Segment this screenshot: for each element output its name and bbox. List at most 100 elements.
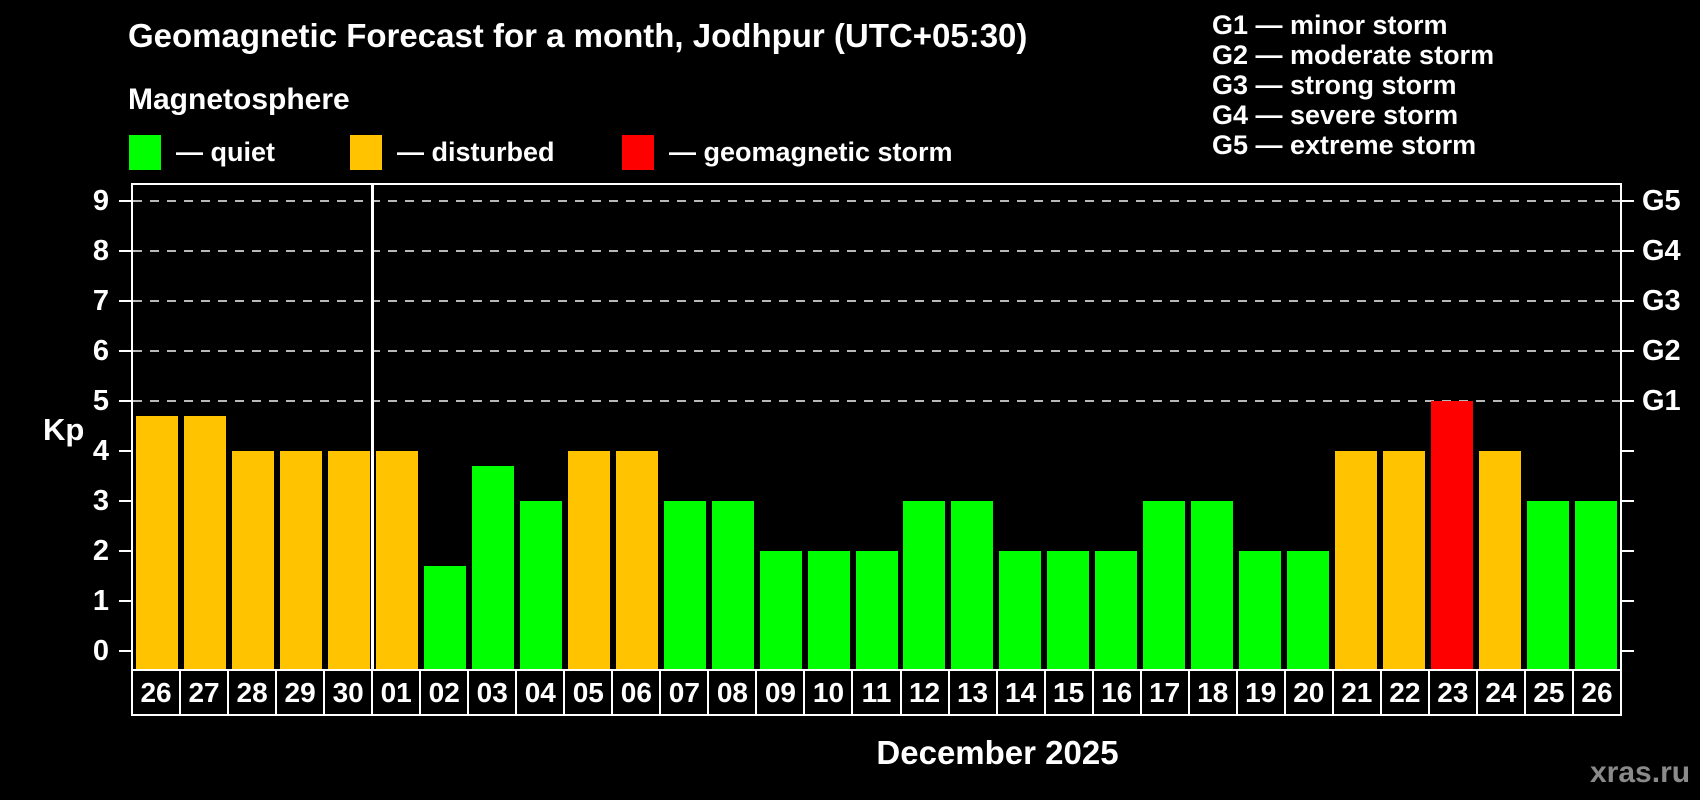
y-axis-label-kp: Kp — [43, 412, 85, 447]
legend-item-quiet: — quiet — [129, 134, 275, 170]
day-label-cell: 16 — [1091, 669, 1142, 716]
legend-swatch-storm-icon — [622, 134, 654, 170]
bar-day-11 — [855, 551, 898, 669]
day-label-cell: 17 — [1139, 669, 1190, 716]
y-axis-tick-right — [1622, 250, 1634, 252]
gridline-kp-6 — [133, 350, 1620, 352]
storm-scale-legend-line: G2 — moderate storm — [1212, 40, 1495, 70]
day-label-cell: 09 — [755, 669, 806, 716]
bar-day-29 — [279, 451, 322, 669]
day-label-cell: 01 — [371, 669, 422, 716]
day-label-cell: 13 — [947, 669, 998, 716]
gridline-kp-9 — [133, 200, 1620, 202]
bar-day-02 — [423, 566, 466, 669]
bar-day-30 — [327, 451, 370, 669]
y-axis-tick-left — [119, 250, 131, 252]
right-axis-label-g3: G3 — [1642, 285, 1681, 317]
y-axis-tick-right — [1622, 600, 1634, 602]
storm-scale-legend-line: G5 — extreme storm — [1212, 130, 1477, 160]
y-axis-tick-label: 6 — [92, 335, 109, 367]
day-label-cell: 22 — [1379, 669, 1430, 716]
y-axis-tick-right — [1622, 400, 1634, 402]
storm-scale-legend: G1 — minor storm G2 — moderate storm G3 — … — [1212, 10, 1494, 160]
bar-day-13 — [951, 501, 994, 669]
legend-item-label: — disturbed — [397, 136, 555, 167]
bar-day-04 — [519, 501, 562, 669]
day-label-cell: 05 — [563, 669, 614, 716]
y-axis-tick-right — [1622, 550, 1634, 552]
bar-day-25 — [1527, 501, 1570, 669]
y-axis-tick-label: 1 — [92, 585, 109, 617]
day-label-cell: 24 — [1475, 669, 1526, 716]
day-label-cell: 15 — [1043, 669, 1094, 716]
month-separator-line — [371, 185, 375, 669]
day-label-cell: 28 — [227, 669, 278, 716]
bar-day-17 — [1143, 501, 1186, 669]
gridline-kp-5 — [133, 400, 1620, 402]
y-axis-tick-left — [119, 600, 131, 602]
y-axis-tick-left — [119, 200, 131, 202]
chart-title: Geomagnetic Forecast for a month, Jodhpu… — [128, 17, 1028, 54]
legend-item-disturbed: — disturbed — [350, 134, 555, 170]
storm-scale-legend-line: G1 — minor storm — [1212, 10, 1448, 40]
y-axis-tick-right — [1622, 500, 1634, 502]
bar-day-27 — [183, 416, 226, 669]
day-label-cell: 10 — [803, 669, 854, 716]
plot-area — [131, 183, 1622, 669]
bar-day-19 — [1239, 551, 1282, 669]
day-label-cell: 26 — [131, 669, 182, 716]
x-axis-day-labels: 26 27 28 29 30 01 02 03 04 05 06 07 08 09 10 11 12 13 14 15… — [131, 669, 1622, 716]
legend-swatch-disturbed-icon — [350, 134, 382, 170]
storm-scale-legend-line: G4 — severe storm — [1212, 100, 1459, 130]
y-axis-tick-label: 8 — [92, 235, 109, 267]
day-label-cell: 04 — [515, 669, 566, 716]
storm-scale-legend-line: G3 — strong storm — [1212, 70, 1457, 100]
legend-swatch-quiet-icon — [129, 134, 161, 170]
y-axis-tick-label: 9 — [92, 185, 109, 217]
y-axis-tick-label: 3 — [92, 485, 109, 517]
day-label-cell: 25 — [1523, 669, 1574, 716]
right-axis-label-g2: G2 — [1642, 335, 1681, 367]
y-axis-tick-left — [119, 650, 131, 652]
bar-day-18 — [1191, 501, 1234, 669]
bar-day-07 — [663, 501, 706, 669]
day-label-cell: 12 — [899, 669, 950, 716]
y-axis-tick-label: 0 — [92, 635, 109, 667]
day-label-cell: 08 — [707, 669, 758, 716]
day-label-cell: 07 — [659, 669, 710, 716]
gridline-kp-7 — [133, 300, 1620, 302]
day-label-cell: 30 — [323, 669, 374, 716]
y-axis-tick-left — [119, 500, 131, 502]
bar-day-12 — [903, 501, 946, 669]
bar-day-28 — [231, 451, 274, 669]
day-label-cell: 06 — [611, 669, 662, 716]
day-label-cell: 18 — [1187, 669, 1238, 716]
bar-day-15 — [1047, 551, 1090, 669]
bar-day-26 — [1575, 501, 1618, 669]
y-axis-tick-label: 7 — [92, 285, 109, 317]
day-label-cell: 03 — [467, 669, 518, 716]
y-axis-tick-left — [119, 550, 131, 552]
right-axis-label-g4: G4 — [1642, 235, 1681, 267]
y-axis-tick-left — [119, 400, 131, 402]
right-axis-label-g1: G1 — [1642, 385, 1681, 417]
day-label-cell: 21 — [1331, 669, 1382, 716]
x-axis-title: December 2025 — [876, 734, 1119, 771]
day-label-cell: 26 — [1571, 669, 1622, 716]
day-label-cell: 11 — [851, 669, 902, 716]
y-axis-tick-right — [1622, 450, 1634, 452]
gridline-kp-8 — [133, 250, 1620, 252]
day-label-cell: 27 — [179, 669, 230, 716]
bar-day-24 — [1479, 451, 1522, 669]
bar-day-05 — [567, 451, 610, 669]
y-axis-tick-label: 4 — [92, 435, 109, 467]
bar-day-06 — [615, 451, 658, 669]
legend-item-storm: — geomagnetic storm — [622, 134, 953, 170]
bar-day-10 — [807, 551, 850, 669]
bar-day-23 — [1431, 401, 1474, 669]
bar-day-03 — [471, 466, 514, 669]
y-axis-tick-left — [119, 350, 131, 352]
day-label-cell: 02 — [419, 669, 470, 716]
day-label-cell: 14 — [995, 669, 1046, 716]
